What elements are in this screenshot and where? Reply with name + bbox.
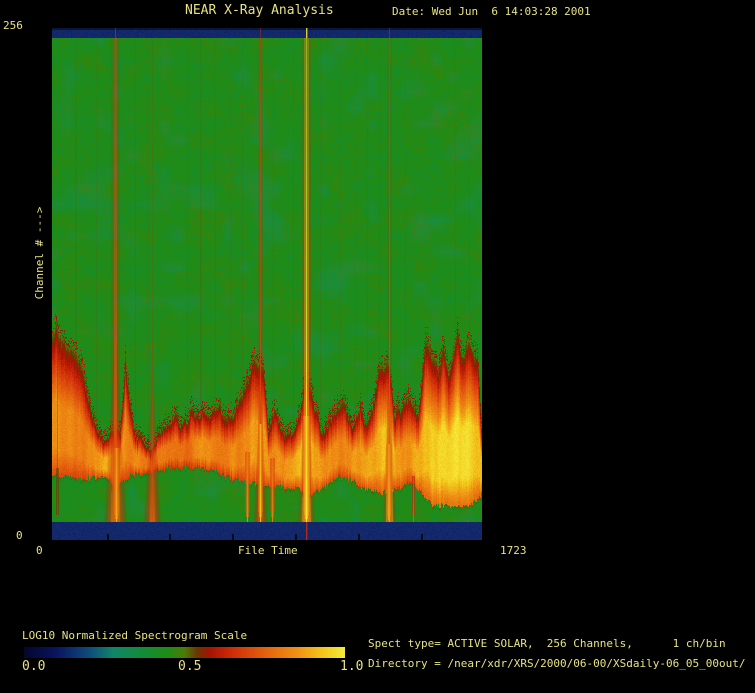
colorbar-title: LOG10 Normalized Spectrogram Scale <box>22 629 248 642</box>
x-axis-max-label: 1723 <box>500 544 527 557</box>
colorbar-tick-0: 0.0 <box>22 659 46 674</box>
spectrogram-canvas <box>52 28 482 540</box>
page-title: NEAR X-Ray Analysis <box>185 3 334 18</box>
colorbar-tick-05: 0.5 <box>178 659 202 674</box>
x-axis-title: File Time <box>238 544 298 557</box>
colorbar-gradient <box>24 647 345 658</box>
y-axis-title: Channel # ---> <box>32 206 46 300</box>
y-axis-min-label: 0 <box>16 529 23 542</box>
y-axis-max-label: 256 <box>3 19 23 32</box>
spect-type-line: Spect type= ACTIVE SOLAR, 256 Channels, … <box>368 637 726 650</box>
header-date: Date: Wed Jun 6 14:03:28 2001 <box>392 5 591 18</box>
directory-line: Directory = /near/xdr/XRS/2000/06-00/XSd… <box>368 657 746 670</box>
colorbar-tick-1: 1.0 <box>340 659 364 674</box>
x-axis-min-label: 0 <box>36 544 43 557</box>
